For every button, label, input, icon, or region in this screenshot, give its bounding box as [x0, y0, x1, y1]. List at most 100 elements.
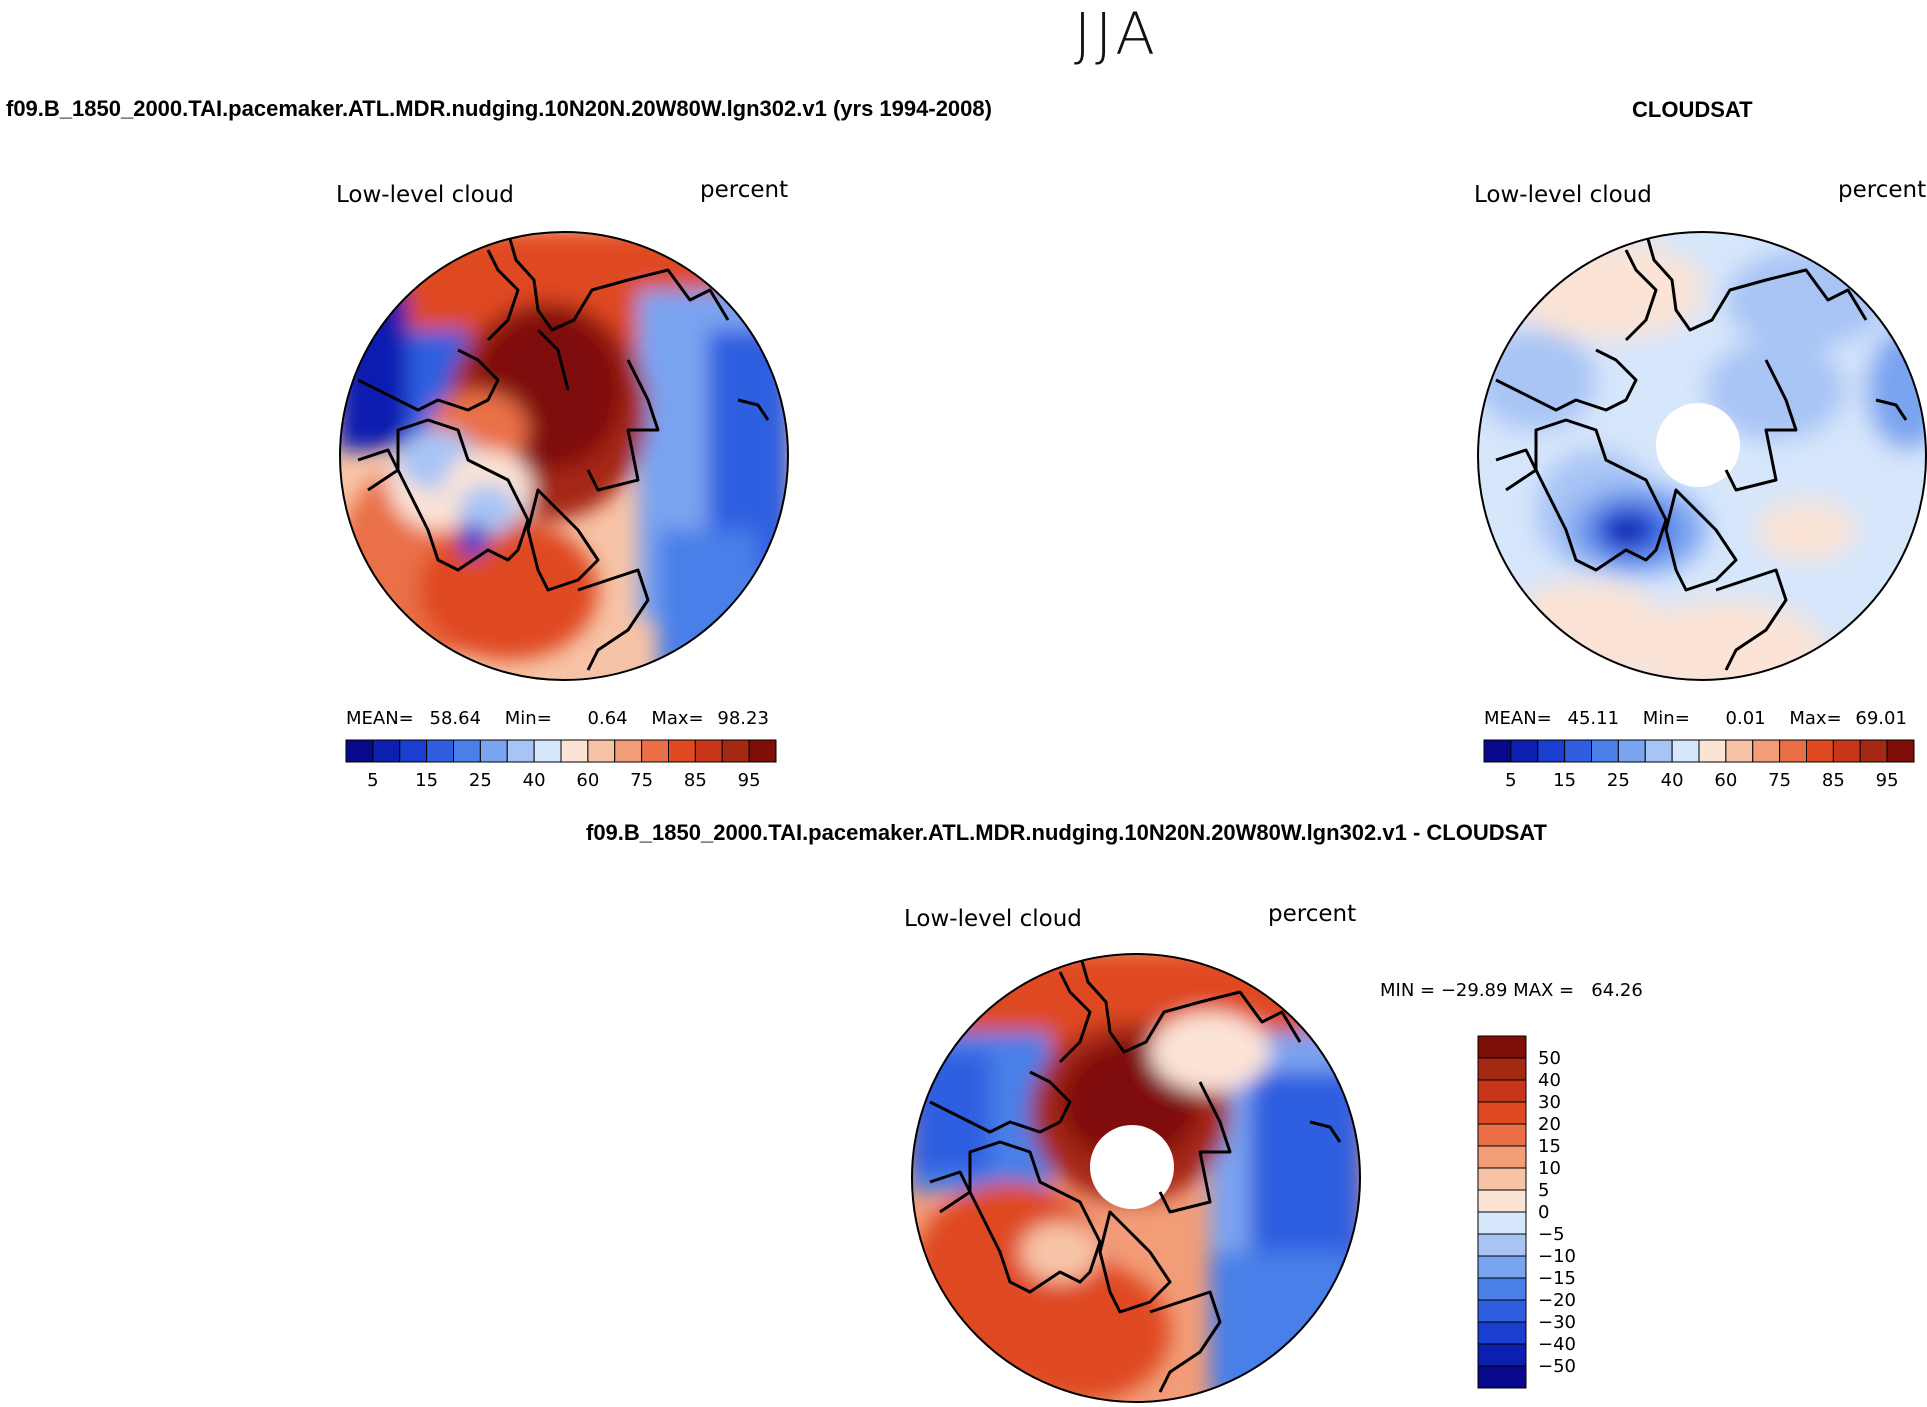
diff-colorbar-box — [1477, 1343, 1527, 1367]
model-colorbar-box — [426, 739, 454, 763]
model-colorbar-tick-label: 95 — [738, 770, 761, 791]
model-mean-label: MEAN= — [346, 708, 414, 729]
diff-polar-map — [911, 953, 1361, 1403]
model-colorbar-tick-label: 15 — [415, 770, 438, 791]
obs-colorbar-box — [1617, 739, 1646, 763]
model-min-value: 0.64 — [587, 708, 628, 729]
diff-colorbar-tick-label: 10 — [1538, 1158, 1561, 1179]
model-colorbar-tick-label: 40 — [523, 770, 546, 791]
obs-mean-value: 45.11 — [1567, 708, 1620, 729]
obs-min-value: 0.01 — [1725, 708, 1766, 729]
obs-colorbar-tick-label: 40 — [1661, 770, 1684, 791]
diff-colorbar-box — [1477, 1255, 1527, 1279]
diff-colorbar-tick-label: −30 — [1538, 1312, 1576, 1333]
model-polar-map — [339, 231, 789, 681]
obs-colorbar-box — [1483, 739, 1512, 763]
model-colorbar-box — [721, 739, 750, 763]
diff-colorbar-box — [1477, 1211, 1527, 1235]
model-colorbar-box — [372, 739, 401, 763]
diff-variable-label: Low-level cloud — [904, 906, 1082, 932]
model-min-label: Min= — [504, 708, 552, 729]
diff-polar-gap — [1090, 1125, 1174, 1209]
diff-stats: MIN = −29.89 MAX = 64.26 — [1380, 980, 1643, 1001]
obs-min-label: Min= — [1642, 708, 1690, 729]
obs-colorbar-box — [1644, 739, 1673, 763]
model-colorbar-tick-label: 60 — [576, 770, 599, 791]
obs-colorbar-box — [1806, 739, 1834, 763]
obs-polar-map — [1477, 231, 1927, 681]
diff-colorbar-tick-label: −20 — [1538, 1290, 1576, 1311]
obs-colorbar-box — [1671, 739, 1700, 763]
obs-colorbar-box — [1779, 739, 1807, 763]
model-mean-value: 58.64 — [429, 708, 482, 729]
obs-coastlines — [1495, 232, 1908, 671]
obs-title: CLOUDSAT — [1632, 97, 1753, 122]
model-coastlines — [357, 232, 770, 671]
diff-colorbar-tick-label: −10 — [1538, 1246, 1576, 1267]
model-colorbar-box — [748, 739, 777, 763]
obs-colorbar-box — [1859, 739, 1888, 763]
diff-colorbar-box — [1477, 1035, 1527, 1059]
obs-polar-gap — [1656, 403, 1740, 487]
model-colorbar-box — [506, 739, 535, 763]
model-colorbar: 5 15 25 40 60 75 85 95 — [345, 739, 777, 791]
model-max-label: Max= — [651, 708, 704, 729]
model-colorbar-box — [453, 739, 481, 763]
obs-stats: MEAN= 45.11 Min= 0.01 Max= 69.01 — [1484, 708, 1907, 729]
model-colorbar-box — [694, 739, 723, 763]
obs-colorbar-box — [1564, 739, 1592, 763]
diff-colorbar-box — [1477, 1101, 1527, 1125]
obs-colorbar-tick-label: 60 — [1714, 770, 1737, 791]
obs-max-label: Max= — [1789, 708, 1842, 729]
diff-colorbar-box — [1477, 1145, 1527, 1169]
obs-colorbar-box — [1537, 739, 1566, 763]
diff-colorbar-tick-label: 5 — [1538, 1180, 1549, 1201]
model-stats: MEAN= 58.64 Min= 0.64 Max= 98.23 — [346, 708, 769, 729]
obs-colorbar-tick-label: 5 — [1505, 770, 1516, 791]
model-case-title: f09.B_1850_2000.TAI.pacemaker.ATL.MDR.nu… — [6, 96, 992, 121]
obs-colorbar-tick-label: 25 — [1607, 770, 1630, 791]
season-title: JJA — [1074, 0, 1159, 68]
model-colorbar-tick-label: 25 — [469, 770, 492, 791]
obs-colorbar-tick-label: 85 — [1822, 770, 1845, 791]
model-colorbar-box — [641, 739, 669, 763]
model-colorbar-box — [614, 739, 643, 763]
obs-mean-label: MEAN= — [1484, 708, 1552, 729]
diff-colorbar-tick-label: −40 — [1538, 1334, 1576, 1355]
model-colorbar-box — [533, 739, 562, 763]
diff-colorbar-box — [1477, 1079, 1527, 1103]
diff-colorbar-tick-label: 50 — [1538, 1048, 1561, 1069]
diff-colorbar-tick-label: 0 — [1538, 1202, 1549, 1223]
diff-colorbar-tick-label: −15 — [1538, 1268, 1576, 1289]
diff-colorbar-box — [1477, 1123, 1527, 1147]
diff-colorbar-tick-label: 40 — [1538, 1070, 1561, 1091]
obs-colorbar-tick-label: 95 — [1876, 770, 1899, 791]
diff-colorbar-box — [1477, 1057, 1527, 1081]
model-colorbar-box — [479, 739, 508, 763]
obs-colorbar-tick-label: 15 — [1553, 770, 1576, 791]
diff-colorbar-tick-label: 30 — [1538, 1092, 1561, 1113]
diff-colorbar-box — [1477, 1189, 1527, 1213]
diff-colorbar-box — [1477, 1321, 1527, 1345]
obs-colorbar-box — [1698, 739, 1727, 763]
model-max-value: 98.23 — [717, 708, 769, 729]
diff-colorbar-box — [1477, 1299, 1527, 1323]
diff-colorbar-box — [1477, 1167, 1527, 1191]
model-colorbar-box — [345, 739, 374, 763]
obs-colorbar-box — [1752, 739, 1781, 763]
diff-colorbar-box — [1477, 1365, 1527, 1389]
obs-colorbar-box — [1832, 739, 1861, 763]
diff-colorbar-tick-label: 20 — [1538, 1114, 1561, 1135]
diff-colorbar-tick-label: 15 — [1538, 1136, 1561, 1157]
obs-max-value: 69.01 — [1855, 708, 1907, 729]
model-colorbar-tick-label: 85 — [684, 770, 707, 791]
model-variable-label: Low-level cloud — [336, 182, 514, 208]
obs-colorbar-box — [1725, 739, 1754, 763]
obs-units-label: percent — [1838, 177, 1927, 203]
diff-colorbar-tick-label: −5 — [1538, 1224, 1565, 1245]
obs-colorbar-box — [1591, 739, 1619, 763]
obs-colorbar-box — [1510, 739, 1539, 763]
obs-colorbar-tick-label: 75 — [1768, 770, 1791, 791]
obs-colorbar: 5 15 25 40 60 75 85 95 — [1483, 739, 1915, 791]
